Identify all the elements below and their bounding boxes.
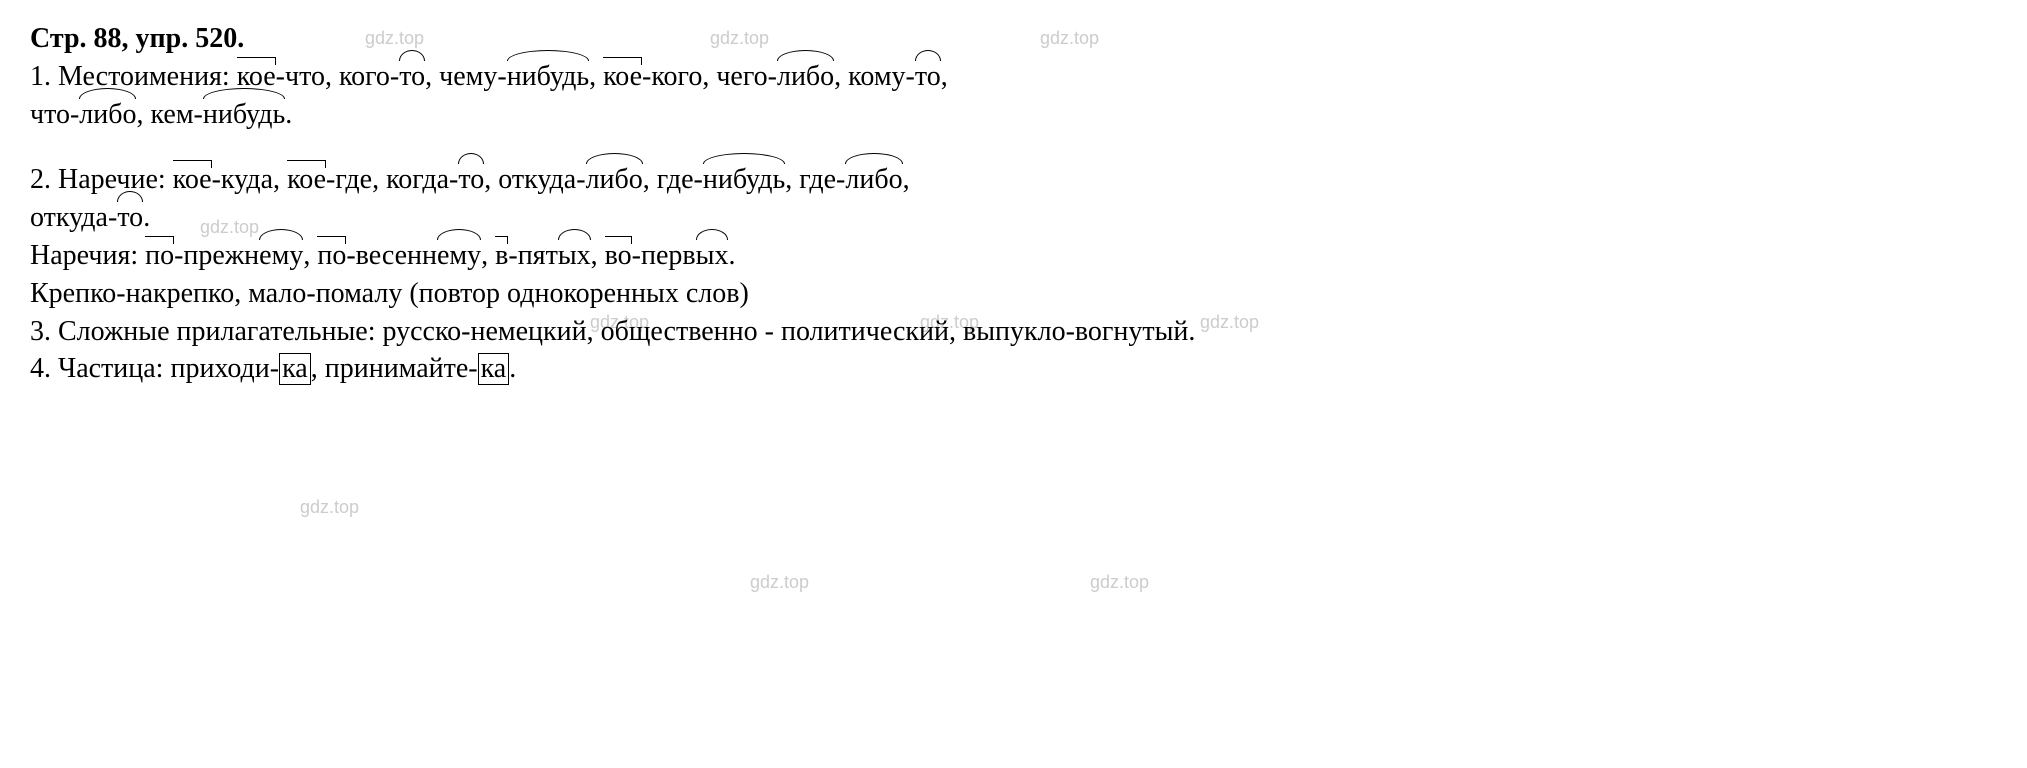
exercise-header: Стр. 88, упр. 520. — [30, 20, 1997, 58]
suffix-mark: либо — [586, 164, 643, 195]
text: -что, кого- — [276, 61, 400, 92]
section-1-line-2: что-либо, кем-нибудь. — [30, 96, 1997, 134]
suffix-mark: ему — [259, 240, 303, 271]
suffix-mark: ых — [696, 240, 729, 271]
text: что- — [30, 99, 79, 130]
text: . — [509, 353, 516, 384]
watermark: gdz.top — [750, 570, 809, 594]
suffix-mark: нибудь — [203, 99, 285, 130]
prefix-mark: кое — [173, 164, 212, 195]
text: -где, когда- — [326, 164, 458, 195]
text: -пят — [508, 240, 557, 271]
text: . — [285, 99, 292, 130]
text: , — [303, 240, 317, 271]
prefix-mark: по — [317, 240, 346, 271]
section-4: 4. Частица: приходи-ка, принимайте-ка. — [30, 350, 1997, 388]
text: , откуда- — [484, 164, 585, 195]
text: . — [728, 240, 735, 271]
section-2-line-1: 2. Наречие: кое-куда, кое-где, когда-то,… — [30, 161, 1997, 199]
text: , — [903, 164, 910, 195]
text: Наречия: — [30, 240, 145, 271]
suffix-mark: нибудь — [507, 61, 589, 92]
boxed-particle: ка — [478, 353, 510, 384]
text: откуда- — [30, 202, 117, 233]
section-1-line-1: 1. Местоимения: кое-что, кого-то, чему-н… — [30, 58, 1997, 96]
suffix-mark: либо — [777, 61, 834, 92]
section-2-line-2: откуда-то. — [30, 199, 1997, 237]
text: , где- — [785, 164, 845, 195]
text: , чему- — [425, 61, 507, 92]
text: . — [143, 202, 150, 233]
text: , где- — [643, 164, 703, 195]
text: , — [481, 240, 495, 271]
text: -кого, чего- — [642, 61, 777, 92]
text: 4. Частица: приходи- — [30, 353, 279, 384]
text: , — [589, 61, 603, 92]
text: , — [591, 240, 605, 271]
text: , кем- — [136, 99, 202, 130]
text: -весенн — [346, 240, 437, 271]
text: 1. Местоимения: — [30, 61, 237, 92]
boxed-particle: ка — [279, 353, 311, 384]
section-2-line-3: Наречия: по-прежнему, по-весеннему, в-пя… — [30, 237, 1997, 275]
text: -перв — [632, 240, 696, 271]
suffix-mark: либо — [79, 99, 136, 130]
prefix-mark: во — [605, 240, 632, 271]
suffix-mark: то — [399, 61, 425, 92]
suffix-mark: то — [458, 164, 484, 195]
text: , принимайте- — [311, 353, 478, 384]
prefix-mark: по — [145, 240, 174, 271]
prefix-mark: в — [495, 240, 508, 271]
section-3: 3. Сложные прилагательные: русско-немецк… — [30, 313, 1290, 351]
watermark: gdz.top — [300, 495, 359, 519]
text: -прежн — [174, 240, 259, 271]
suffix-mark: то — [915, 61, 941, 92]
text: -куда, — [212, 164, 287, 195]
suffix-mark: ых — [558, 240, 591, 271]
suffix-mark: либо — [845, 164, 902, 195]
text: , кому- — [834, 61, 915, 92]
suffix-mark: ему — [437, 240, 481, 271]
document-page: gdz.top gdz.top gdz.top gdz.top gdz.top … — [30, 20, 1997, 388]
prefix-mark: кое — [287, 164, 326, 195]
section-2-line-4: Крепко-накрепко, мало-помалу (повтор одн… — [30, 275, 1997, 313]
prefix-mark: кое — [603, 61, 642, 92]
suffix-mark: нибудь — [703, 164, 785, 195]
text: 2. Наречие: — [30, 164, 173, 195]
suffix-mark: то — [117, 202, 143, 233]
watermark: gdz.top — [1090, 570, 1149, 594]
text: , — [941, 61, 948, 92]
